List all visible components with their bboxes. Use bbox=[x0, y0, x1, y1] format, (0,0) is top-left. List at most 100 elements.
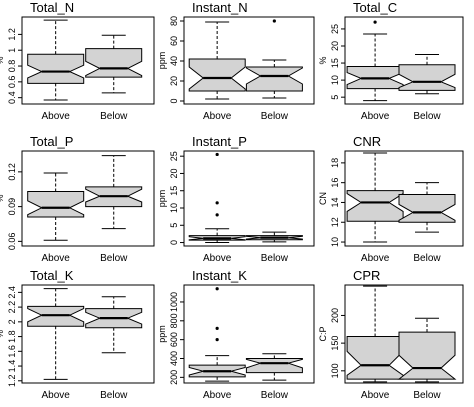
y-axis-label: % bbox=[0, 194, 5, 202]
y-tick-label: 1.8 bbox=[7, 330, 17, 343]
notched-box bbox=[245, 358, 303, 374]
y-tick-label: 150 bbox=[330, 336, 340, 351]
y-tick-label: 14 bbox=[330, 197, 340, 207]
x-category-label: Below bbox=[413, 253, 441, 264]
y-tick-label: 5 bbox=[330, 95, 340, 100]
y-axis-label: % bbox=[0, 56, 5, 64]
plot-frame bbox=[21, 284, 155, 384]
x-category-label: Above bbox=[203, 390, 232, 401]
y-tick-label: 0 bbox=[169, 240, 179, 245]
x-category-label: Above bbox=[41, 111, 70, 122]
x-category-label: Below bbox=[100, 253, 128, 264]
y-axis-label: ppm bbox=[157, 52, 167, 70]
y-tick-label: 80 bbox=[169, 16, 179, 26]
notched-box bbox=[346, 336, 404, 380]
box-above bbox=[346, 152, 404, 243]
box-below bbox=[245, 19, 303, 99]
plot-frame bbox=[21, 16, 155, 105]
y-tick-label: 1 bbox=[7, 48, 17, 53]
panel-cnr: CNR 10 12 14 16 18 CN Above Below bbox=[318, 134, 464, 264]
box-above bbox=[27, 172, 85, 241]
box-below bbox=[398, 182, 456, 233]
panel-title: CNR bbox=[353, 134, 381, 149]
x-category-label: Below bbox=[413, 111, 441, 122]
box-below bbox=[85, 34, 143, 94]
y-tick-label: 1.2 bbox=[7, 28, 17, 41]
y-axis-label: % bbox=[318, 56, 328, 64]
x-category-label: Below bbox=[261, 253, 289, 264]
notched-box bbox=[398, 194, 456, 223]
y-tick-label: 1.2 bbox=[7, 375, 17, 388]
x-category-label: Below bbox=[261, 111, 289, 122]
y-tick-label: 10 bbox=[169, 203, 179, 213]
x-category-label: Below bbox=[413, 390, 441, 401]
y-tick-label: 800 bbox=[169, 313, 179, 328]
y-tick-label: 1.4 bbox=[7, 360, 17, 373]
plot-frame bbox=[183, 284, 315, 384]
y-tick-label: 0.06 bbox=[7, 233, 17, 251]
y-tick-label: 18 bbox=[330, 158, 340, 168]
outlier-point bbox=[215, 326, 219, 330]
notched-box bbox=[85, 48, 143, 78]
y-tick-label: 15 bbox=[169, 186, 179, 196]
box-above bbox=[346, 285, 404, 383]
y-axis-label: ppm bbox=[157, 190, 167, 208]
y-tick-label: 20 bbox=[169, 76, 179, 86]
y-tick-label: 40 bbox=[169, 56, 179, 66]
panel-title: Instant_K bbox=[192, 268, 247, 283]
notched-box bbox=[398, 64, 456, 91]
y-tick-label: 2.2 bbox=[7, 301, 17, 314]
y-tick-label: 400 bbox=[169, 351, 179, 366]
notched-box bbox=[188, 58, 246, 92]
box-above bbox=[27, 288, 85, 380]
y-tick-label: 1000 bbox=[169, 292, 179, 312]
y-axis-label: % bbox=[0, 330, 5, 338]
panel-title: Instant_N bbox=[192, 0, 248, 15]
y-axis-label: CN bbox=[318, 192, 328, 205]
y-tick-label: 60 bbox=[169, 36, 179, 46]
box-below bbox=[245, 231, 303, 243]
y-tick-label: 16 bbox=[330, 178, 340, 188]
panel-instant-n: Instant_N 0 20 40 60 80 ppm Above Below bbox=[157, 0, 315, 122]
box-above bbox=[188, 21, 246, 100]
panel-title: Instant_P bbox=[192, 134, 247, 149]
box-above bbox=[188, 287, 246, 382]
outlier-point bbox=[215, 201, 219, 205]
notched-box bbox=[346, 190, 404, 222]
y-tick-label: 0.12 bbox=[7, 163, 17, 181]
y-tick-label: 0.09 bbox=[7, 198, 17, 216]
x-category-label: Above bbox=[361, 253, 390, 264]
panel-total-k: Total_K 1.2 1.4 1.6 1.8 2 2.2 2.4% Above Below bbox=[0, 268, 155, 401]
panel-total-p: Total_P 0.06 0.09 0.12% Above Below bbox=[0, 134, 155, 264]
outlier-point bbox=[373, 20, 377, 24]
y-axis-label: ppm bbox=[157, 325, 167, 343]
panel-total-c: Total_C 5 10 15 20 25% Above Below bbox=[318, 0, 464, 122]
notched-box bbox=[27, 305, 85, 327]
y-tick-label: 15 bbox=[330, 58, 340, 68]
box-above bbox=[27, 19, 85, 101]
outlier-point bbox=[272, 19, 276, 23]
notched-box bbox=[245, 66, 303, 92]
panel-title: Total_N bbox=[30, 0, 74, 15]
box-below bbox=[85, 296, 143, 354]
y-tick-label: 0.8 bbox=[7, 60, 17, 73]
y-tick-label: 2 bbox=[7, 319, 17, 324]
notched-box bbox=[27, 53, 85, 84]
plot-frame bbox=[21, 150, 155, 247]
notched-box bbox=[27, 191, 85, 218]
plot-frame bbox=[183, 150, 315, 247]
y-tick-label: 2.4 bbox=[7, 286, 17, 299]
x-category-label: Above bbox=[203, 253, 232, 264]
x-category-label: Below bbox=[261, 390, 289, 401]
panel-title: Total_P bbox=[30, 134, 73, 149]
y-tick-label: 0.6 bbox=[7, 76, 17, 89]
box-below bbox=[397, 317, 457, 383]
x-category-label: Above bbox=[41, 253, 70, 264]
y-axis-label: C:P bbox=[318, 326, 328, 341]
y-tick-label: 10 bbox=[330, 75, 340, 85]
panel-instant-p: Instant_P 0 5 10 15 20 25 ppm Above Below bbox=[157, 134, 315, 264]
y-tick-label: 12 bbox=[330, 217, 340, 227]
y-tick-label: 10 bbox=[330, 237, 340, 247]
